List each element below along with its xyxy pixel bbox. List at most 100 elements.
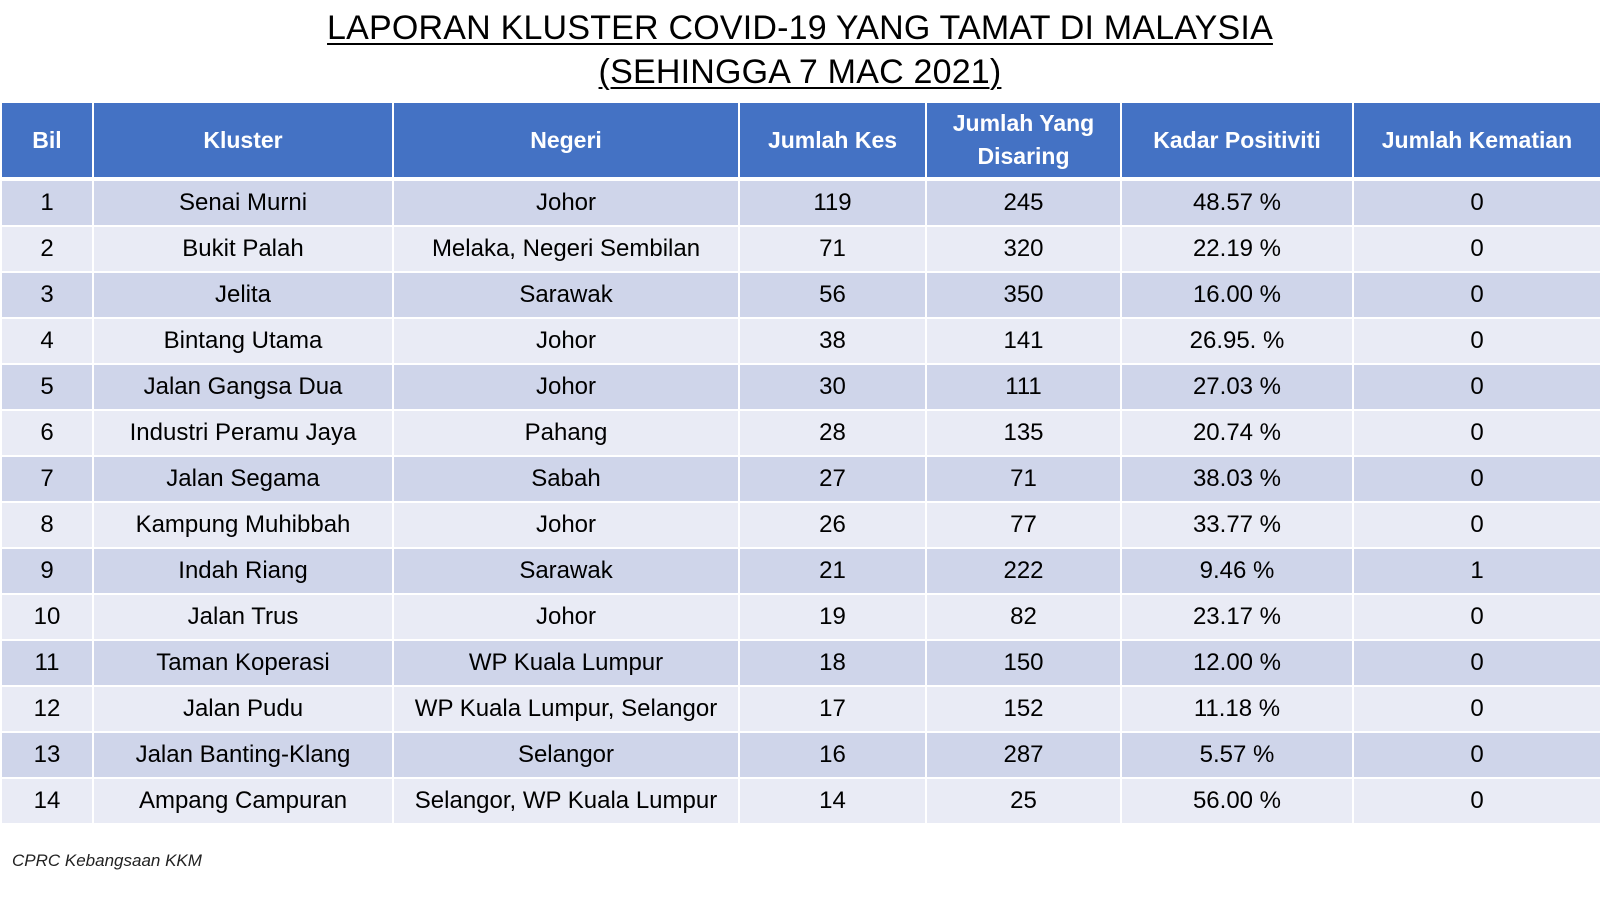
cell-jumlah-kematian: 0 <box>1352 317 1600 365</box>
cell-jumlah-disaring: 222 <box>925 547 1122 595</box>
cell-bil: 5 <box>0 363 94 411</box>
table-row: 8 Kampung Muhibbah Johor 26 77 33.77 % 0 <box>0 501 1600 549</box>
cell-jumlah-disaring: 25 <box>925 777 1122 825</box>
table-row: 14 Ampang Campuran Selangor, WP Kuala Lump… <box>0 777 1600 825</box>
cell-kluster: Ampang Campuran <box>92 777 394 825</box>
cell-bil: 11 <box>0 639 94 687</box>
cell-jumlah-disaring: 71 <box>925 455 1122 503</box>
cell-kluster: Jelita <box>92 271 394 319</box>
table-row: 7 Jalan Segama Sabah 27 71 38.03 % 0 <box>0 455 1600 503</box>
cell-jumlah-disaring: 77 <box>925 501 1122 549</box>
cell-bil: 9 <box>0 547 94 595</box>
cell-kluster: Jalan Segama <box>92 455 394 503</box>
table-row: 4 Bintang Utama Johor 38 141 26.95. % 0 <box>0 317 1600 365</box>
cell-kluster: Bintang Utama <box>92 317 394 365</box>
cell-kadar-positiviti: 26.95. % <box>1120 317 1354 365</box>
table-body: 1 Senai Murni Johor 119 245 48.57 % 0 2 Bukit Pa… <box>0 178 1600 825</box>
cell-negeri: Johor <box>392 178 740 227</box>
cell-jumlah-disaring: 152 <box>925 685 1122 733</box>
cell-jumlah-kes: 56 <box>738 271 927 319</box>
cell-jumlah-kematian: 0 <box>1352 501 1600 549</box>
cell-negeri: Johor <box>392 363 740 411</box>
header-jumlah-disaring: Jumlah Yang Disaring <box>925 101 1122 181</box>
table-header: Bil Kluster Negeri Jumlah Kes Jumlah Yan… <box>0 101 1600 181</box>
cell-jumlah-kematian: 0 <box>1352 409 1600 457</box>
cell-jumlah-kes: 38 <box>738 317 927 365</box>
cell-kluster: Jalan Gangsa Dua <box>92 363 394 411</box>
cell-jumlah-kes: 18 <box>738 639 927 687</box>
cell-jumlah-kematian: 0 <box>1352 178 1600 227</box>
cell-negeri: Sarawak <box>392 547 740 595</box>
cell-negeri: WP Kuala Lumpur, Selangor <box>392 685 740 733</box>
cell-jumlah-disaring: 245 <box>925 178 1122 227</box>
cell-jumlah-kematian: 1 <box>1352 547 1600 595</box>
cell-jumlah-disaring: 111 <box>925 363 1122 411</box>
cell-negeri: Selangor <box>392 731 740 779</box>
cell-negeri: Selangor, WP Kuala Lumpur <box>392 777 740 825</box>
cell-jumlah-kematian: 0 <box>1352 363 1600 411</box>
cell-jumlah-kematian: 0 <box>1352 225 1600 273</box>
cell-jumlah-disaring: 141 <box>925 317 1122 365</box>
source-footer: CPRC Kebangsaan KKM <box>12 851 202 870</box>
cell-negeri: Johor <box>392 501 740 549</box>
cell-kadar-positiviti: 12.00 % <box>1120 639 1354 687</box>
cell-jumlah-kes: 71 <box>738 225 927 273</box>
cell-negeri: Johor <box>392 593 740 641</box>
cell-kadar-positiviti: 23.17 % <box>1120 593 1354 641</box>
cell-kluster: Senai Murni <box>92 178 394 227</box>
table-row: 13 Jalan Banting-Klang Selangor 16 287 5.57 %… <box>0 731 1600 779</box>
table-row: 3 Jelita Sarawak 56 350 16.00 % 0 <box>0 271 1600 319</box>
cell-bil: 2 <box>0 225 94 273</box>
cell-kadar-positiviti: 38.03 % <box>1120 455 1354 503</box>
table-row: 5 Jalan Gangsa Dua Johor 30 111 27.03 % 0 <box>0 363 1600 411</box>
cell-kadar-positiviti: 20.74 % <box>1120 409 1354 457</box>
cell-jumlah-kes: 14 <box>738 777 927 825</box>
cluster-table: Bil Kluster Negeri Jumlah Kes Jumlah Yan… <box>0 101 1600 825</box>
cell-jumlah-kematian: 0 <box>1352 777 1600 825</box>
table-row: 10 Jalan Trus Johor 19 82 23.17 % 0 <box>0 593 1600 641</box>
cell-negeri: Melaka, Negeri Sembilan <box>392 225 740 273</box>
cell-kadar-positiviti: 9.46 % <box>1120 547 1354 595</box>
cell-jumlah-kematian: 0 <box>1352 639 1600 687</box>
cell-bil: 8 <box>0 501 94 549</box>
cell-jumlah-kematian: 0 <box>1352 455 1600 503</box>
cell-bil: 3 <box>0 271 94 319</box>
cell-kluster: Kampung Muhibbah <box>92 501 394 549</box>
cell-negeri: Sabah <box>392 455 740 503</box>
cell-kadar-positiviti: 33.77 % <box>1120 501 1354 549</box>
cell-jumlah-kematian: 0 <box>1352 593 1600 641</box>
table-row: 12 Jalan Pudu WP Kuala Lumpur, Selangor 17 1… <box>0 685 1600 733</box>
cell-jumlah-kes: 16 <box>738 731 927 779</box>
cell-jumlah-kematian: 0 <box>1352 731 1600 779</box>
cell-kadar-positiviti: 22.19 % <box>1120 225 1354 273</box>
report-title: LAPORAN KLUSTER COVID-19 YANG TAMAT DI M… <box>0 6 1600 94</box>
table-row: 6 Industri Peramu Jaya Pahang 28 135 20.74 % 0 <box>0 409 1600 457</box>
cell-kadar-positiviti: 11.18 % <box>1120 685 1354 733</box>
cell-negeri: WP Kuala Lumpur <box>392 639 740 687</box>
cell-kluster: Bukit Palah <box>92 225 394 273</box>
cell-bil: 13 <box>0 731 94 779</box>
cell-kadar-positiviti: 5.57 % <box>1120 731 1354 779</box>
cell-jumlah-kes: 26 <box>738 501 927 549</box>
header-jumlah-kes: Jumlah Kes <box>738 101 927 181</box>
header-negeri: Negeri <box>392 101 740 181</box>
cell-bil: 14 <box>0 777 94 825</box>
cell-jumlah-kes: 19 <box>738 593 927 641</box>
cell-kluster: Jalan Banting-Klang <box>92 731 394 779</box>
cell-jumlah-kes: 119 <box>738 178 927 227</box>
table-row: 9 Indah Riang Sarawak 21 222 9.46 % 1 <box>0 547 1600 595</box>
cell-jumlah-kes: 27 <box>738 455 927 503</box>
cell-kadar-positiviti: 48.57 % <box>1120 178 1354 227</box>
header-jumlah-kematian: Jumlah Kematian <box>1352 101 1600 181</box>
cell-negeri: Johor <box>392 317 740 365</box>
cell-negeri: Sarawak <box>392 271 740 319</box>
header-bil: Bil <box>0 101 94 181</box>
cell-kluster: Taman Koperasi <box>92 639 394 687</box>
header-kadar-positiviti: Kadar Positiviti <box>1120 101 1354 181</box>
cell-jumlah-kematian: 0 <box>1352 271 1600 319</box>
cell-bil: 6 <box>0 409 94 457</box>
cell-jumlah-disaring: 135 <box>925 409 1122 457</box>
cell-jumlah-disaring: 82 <box>925 593 1122 641</box>
cell-jumlah-kes: 17 <box>738 685 927 733</box>
title-line-2: (SEHINGGA 7 MAC 2021) <box>598 53 1002 91</box>
